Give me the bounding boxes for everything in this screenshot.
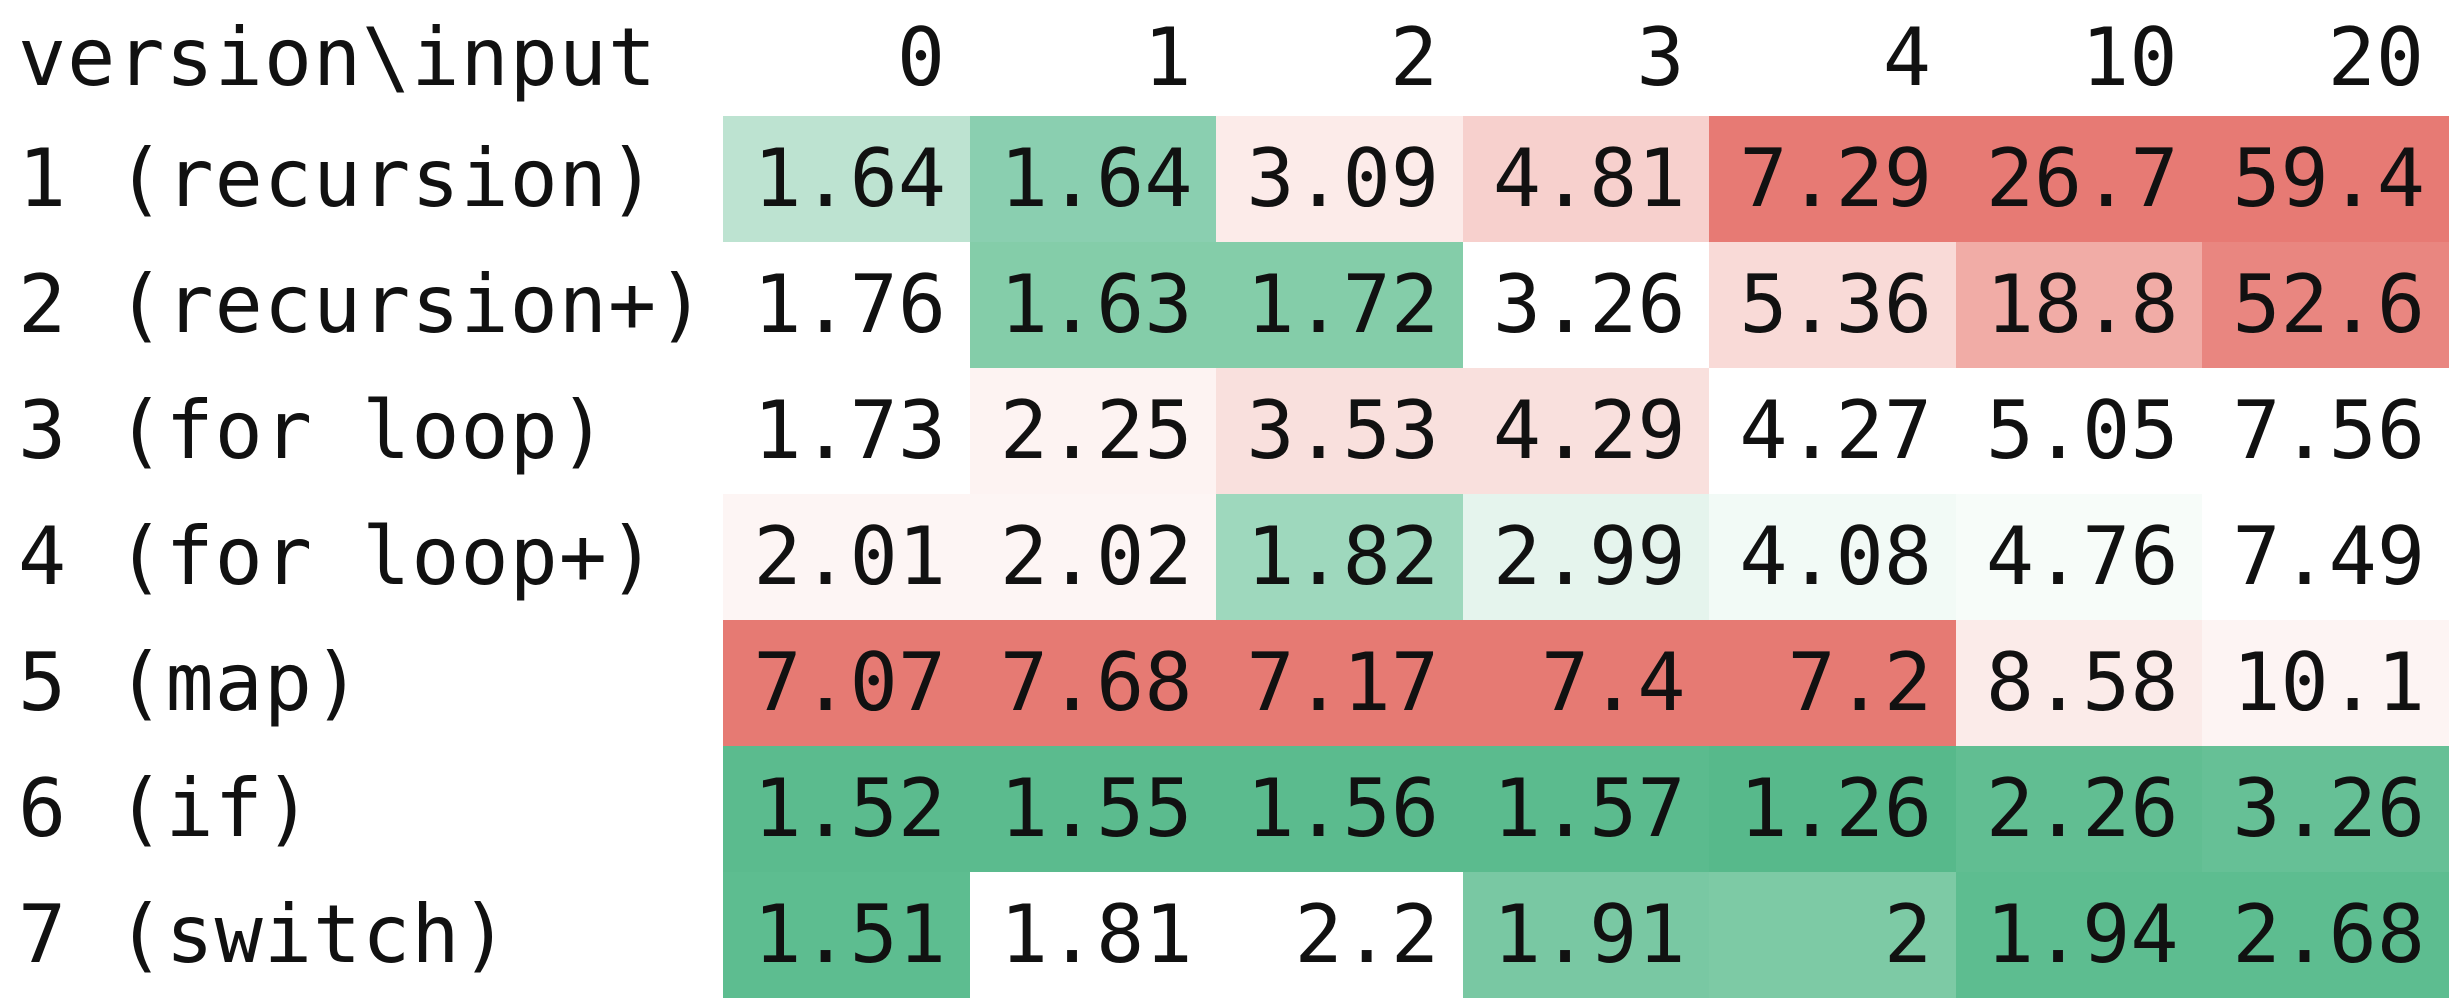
heatmap-cell: 1.63 [969,242,1217,368]
heatmap-cell: 5.36 [1709,242,1956,368]
heatmap-cell: 26.7 [1955,116,2203,242]
heatmap-cell: 2 [1709,872,1956,998]
heatmap-cell: 1.82 [1216,494,1463,620]
heatmap-cell: 1.55 [969,746,1217,872]
heatmap-cell: 2.26 [1955,746,2203,872]
heatmap-cell: 1.72 [1216,242,1463,368]
heatmap-cell: 7.17 [1216,620,1463,746]
heatmap-cell: 4.29 [1462,368,1710,494]
heatmap-cell: 5.05 [1955,368,2203,494]
heatmap-cell: 4.76 [1955,494,2203,620]
corner-header: version\input [18,11,658,104]
column-header: 2 [1389,11,1438,104]
heatmap-cell: 7.49 [2202,494,2449,620]
heatmap-cell: 1.73 [723,368,970,494]
heatmap-cell: 3.26 [2202,746,2449,872]
row-label: 3 (for loop) [18,384,608,477]
heatmap-cell: 7.29 [1709,116,1956,242]
row-label: 4 (for loop+) [18,510,658,603]
heatmap-cell: 2.2 [1216,872,1463,998]
heatmap-cell: 7.2 [1709,620,1956,746]
column-header: 20 [2327,11,2424,104]
heatmap-cell: 1.64 [723,116,970,242]
heatmap-cell: 1.26 [1709,746,1956,872]
heatmap-cell: 59.4 [2202,116,2449,242]
heatmap-cell: 7.68 [969,620,1217,746]
row-label: 1 (recursion) [18,132,658,225]
heatmap-cell: 2.68 [2202,872,2449,998]
heatmap-cell: 1.81 [969,872,1217,998]
column-header: 1 [1143,11,1192,104]
heatmap-cell: 1.57 [1462,746,1710,872]
heatmap-cell: 1.56 [1216,746,1463,872]
heatmap-cell: 8.58 [1955,620,2203,746]
heatmap-cell: 1.51 [723,872,970,998]
heatmap-cell: 2.25 [969,368,1217,494]
heatmap-cell: 1.91 [1462,872,1710,998]
heatmap-cell: 1.52 [723,746,970,872]
heatmap-cell: 2.02 [969,494,1217,620]
row-label: 5 (map) [18,636,363,729]
heatmap-cell: 2.99 [1462,494,1710,620]
heatmap-cell: 4.27 [1709,368,1956,494]
column-header: 0 [896,11,945,104]
row-label: 2 (recursion+) [18,258,707,351]
row-label: 7 (switch) [18,888,510,981]
column-header: 10 [2081,11,2178,104]
heatmap-cell: 7.07 [723,620,970,746]
heatmap-cell: 52.6 [2202,242,2449,368]
heatmap-cell: 1.94 [1955,872,2203,998]
heatmap-cell: 3.53 [1216,368,1463,494]
heatmap-cell: 10.1 [2202,620,2449,746]
heatmap-cell: 7.56 [2202,368,2449,494]
column-header: 4 [1882,11,1931,104]
row-label: 6 (if) [18,762,313,855]
heatmap-cell: 3.26 [1462,242,1710,368]
heatmap-cell: 1.64 [969,116,1217,242]
heatmap-cell: 2.01 [723,494,970,620]
heatmap-cell: 4.81 [1462,116,1710,242]
heatmap-cell: 4.08 [1709,494,1956,620]
heatmap-cell: 7.4 [1462,620,1710,746]
heatmap-cell: 3.09 [1216,116,1463,242]
heatmap-cell: 18.8 [1955,242,2203,368]
column-header: 3 [1636,11,1685,104]
heatmap-cell: 1.76 [723,242,970,368]
